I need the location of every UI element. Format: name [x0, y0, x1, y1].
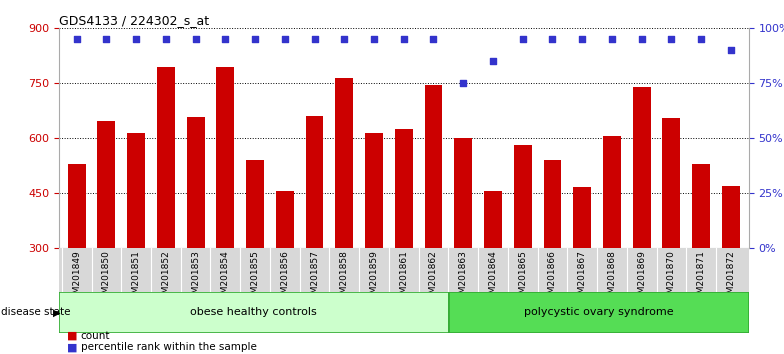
- Bar: [448, 292, 749, 333]
- Point: [249, 36, 261, 42]
- Text: GSM201868: GSM201868: [608, 250, 616, 305]
- Bar: [67, 164, 85, 248]
- Point: [100, 36, 113, 42]
- Text: GSM201850: GSM201850: [102, 250, 111, 305]
- Text: obese healthy controls: obese healthy controls: [191, 307, 318, 318]
- Text: GSM201871: GSM201871: [697, 250, 706, 305]
- Point: [457, 80, 470, 86]
- Bar: [573, 188, 591, 248]
- Point: [219, 36, 231, 42]
- Bar: [336, 78, 354, 248]
- Point: [606, 36, 619, 42]
- Point: [635, 36, 648, 42]
- Point: [546, 36, 559, 42]
- Bar: [722, 185, 740, 248]
- Bar: [157, 67, 175, 248]
- Text: GSM201859: GSM201859: [369, 250, 379, 305]
- Bar: [276, 191, 294, 248]
- Bar: [603, 136, 621, 248]
- Text: count: count: [81, 331, 111, 341]
- Text: percentile rank within the sample: percentile rank within the sample: [81, 342, 256, 352]
- Bar: [127, 133, 145, 248]
- Bar: [365, 133, 383, 248]
- Text: GSM201864: GSM201864: [488, 250, 498, 305]
- Text: disease state: disease state: [1, 307, 71, 318]
- Bar: [425, 85, 442, 248]
- Text: GSM201853: GSM201853: [191, 250, 200, 305]
- Point: [308, 36, 321, 42]
- Point: [724, 47, 737, 53]
- Bar: [514, 145, 532, 248]
- Text: GSM201862: GSM201862: [429, 250, 438, 305]
- Text: GSM201851: GSM201851: [132, 250, 140, 305]
- Point: [71, 36, 83, 42]
- Bar: [97, 120, 115, 248]
- Bar: [484, 191, 502, 248]
- Point: [517, 36, 529, 42]
- Text: GSM201854: GSM201854: [221, 250, 230, 305]
- Point: [189, 36, 201, 42]
- Bar: [662, 118, 681, 248]
- Point: [397, 36, 410, 42]
- Bar: [187, 117, 205, 248]
- Text: GSM201867: GSM201867: [578, 250, 586, 305]
- Point: [368, 36, 380, 42]
- Text: GSM201855: GSM201855: [251, 250, 260, 305]
- Point: [160, 36, 172, 42]
- Bar: [216, 67, 234, 248]
- Text: polycystic ovary syndrome: polycystic ovary syndrome: [524, 307, 673, 318]
- Text: GSM201866: GSM201866: [548, 250, 557, 305]
- Text: GSM201870: GSM201870: [667, 250, 676, 305]
- Text: ■: ■: [67, 342, 77, 352]
- Bar: [59, 292, 448, 333]
- Text: GSM201857: GSM201857: [310, 250, 319, 305]
- Text: GSM201869: GSM201869: [637, 250, 646, 305]
- Text: ▶: ▶: [53, 307, 60, 318]
- Point: [487, 58, 499, 64]
- Text: GSM201856: GSM201856: [281, 250, 289, 305]
- Bar: [246, 160, 264, 248]
- Point: [278, 36, 291, 42]
- Text: GSM201872: GSM201872: [727, 250, 735, 305]
- Text: GSM201858: GSM201858: [339, 250, 349, 305]
- Bar: [543, 160, 561, 248]
- Point: [427, 36, 440, 42]
- Point: [338, 36, 350, 42]
- Bar: [692, 164, 710, 248]
- Point: [695, 36, 707, 42]
- Text: GSM201852: GSM201852: [162, 250, 170, 305]
- Point: [130, 36, 143, 42]
- Point: [576, 36, 589, 42]
- Bar: [633, 87, 651, 248]
- Text: GSM201861: GSM201861: [399, 250, 408, 305]
- Bar: [395, 129, 412, 248]
- Text: GSM201863: GSM201863: [459, 250, 468, 305]
- Text: GSM201865: GSM201865: [518, 250, 527, 305]
- Text: GSM201849: GSM201849: [72, 250, 81, 305]
- Text: GDS4133 / 224302_s_at: GDS4133 / 224302_s_at: [59, 14, 209, 27]
- Bar: [454, 138, 472, 248]
- Point: [665, 36, 677, 42]
- Bar: [306, 116, 324, 248]
- Text: ■: ■: [67, 331, 77, 341]
